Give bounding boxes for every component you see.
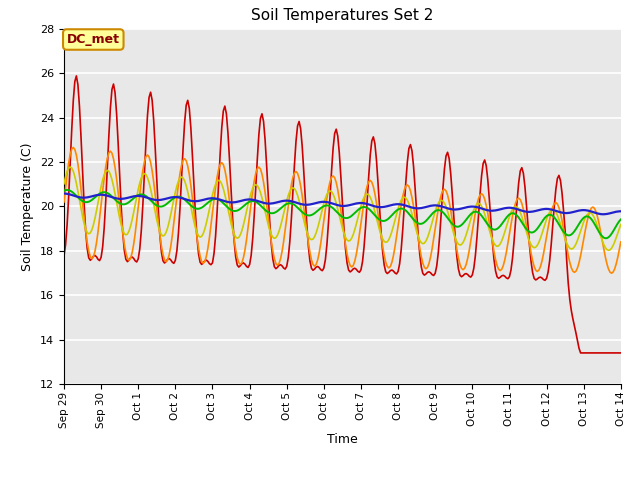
Title: Soil Temperatures Set 2: Soil Temperatures Set 2 <box>252 9 433 24</box>
Y-axis label: Soil Temperature (C): Soil Temperature (C) <box>22 142 35 271</box>
X-axis label: Time: Time <box>327 433 358 446</box>
Text: DC_met: DC_met <box>67 33 120 46</box>
